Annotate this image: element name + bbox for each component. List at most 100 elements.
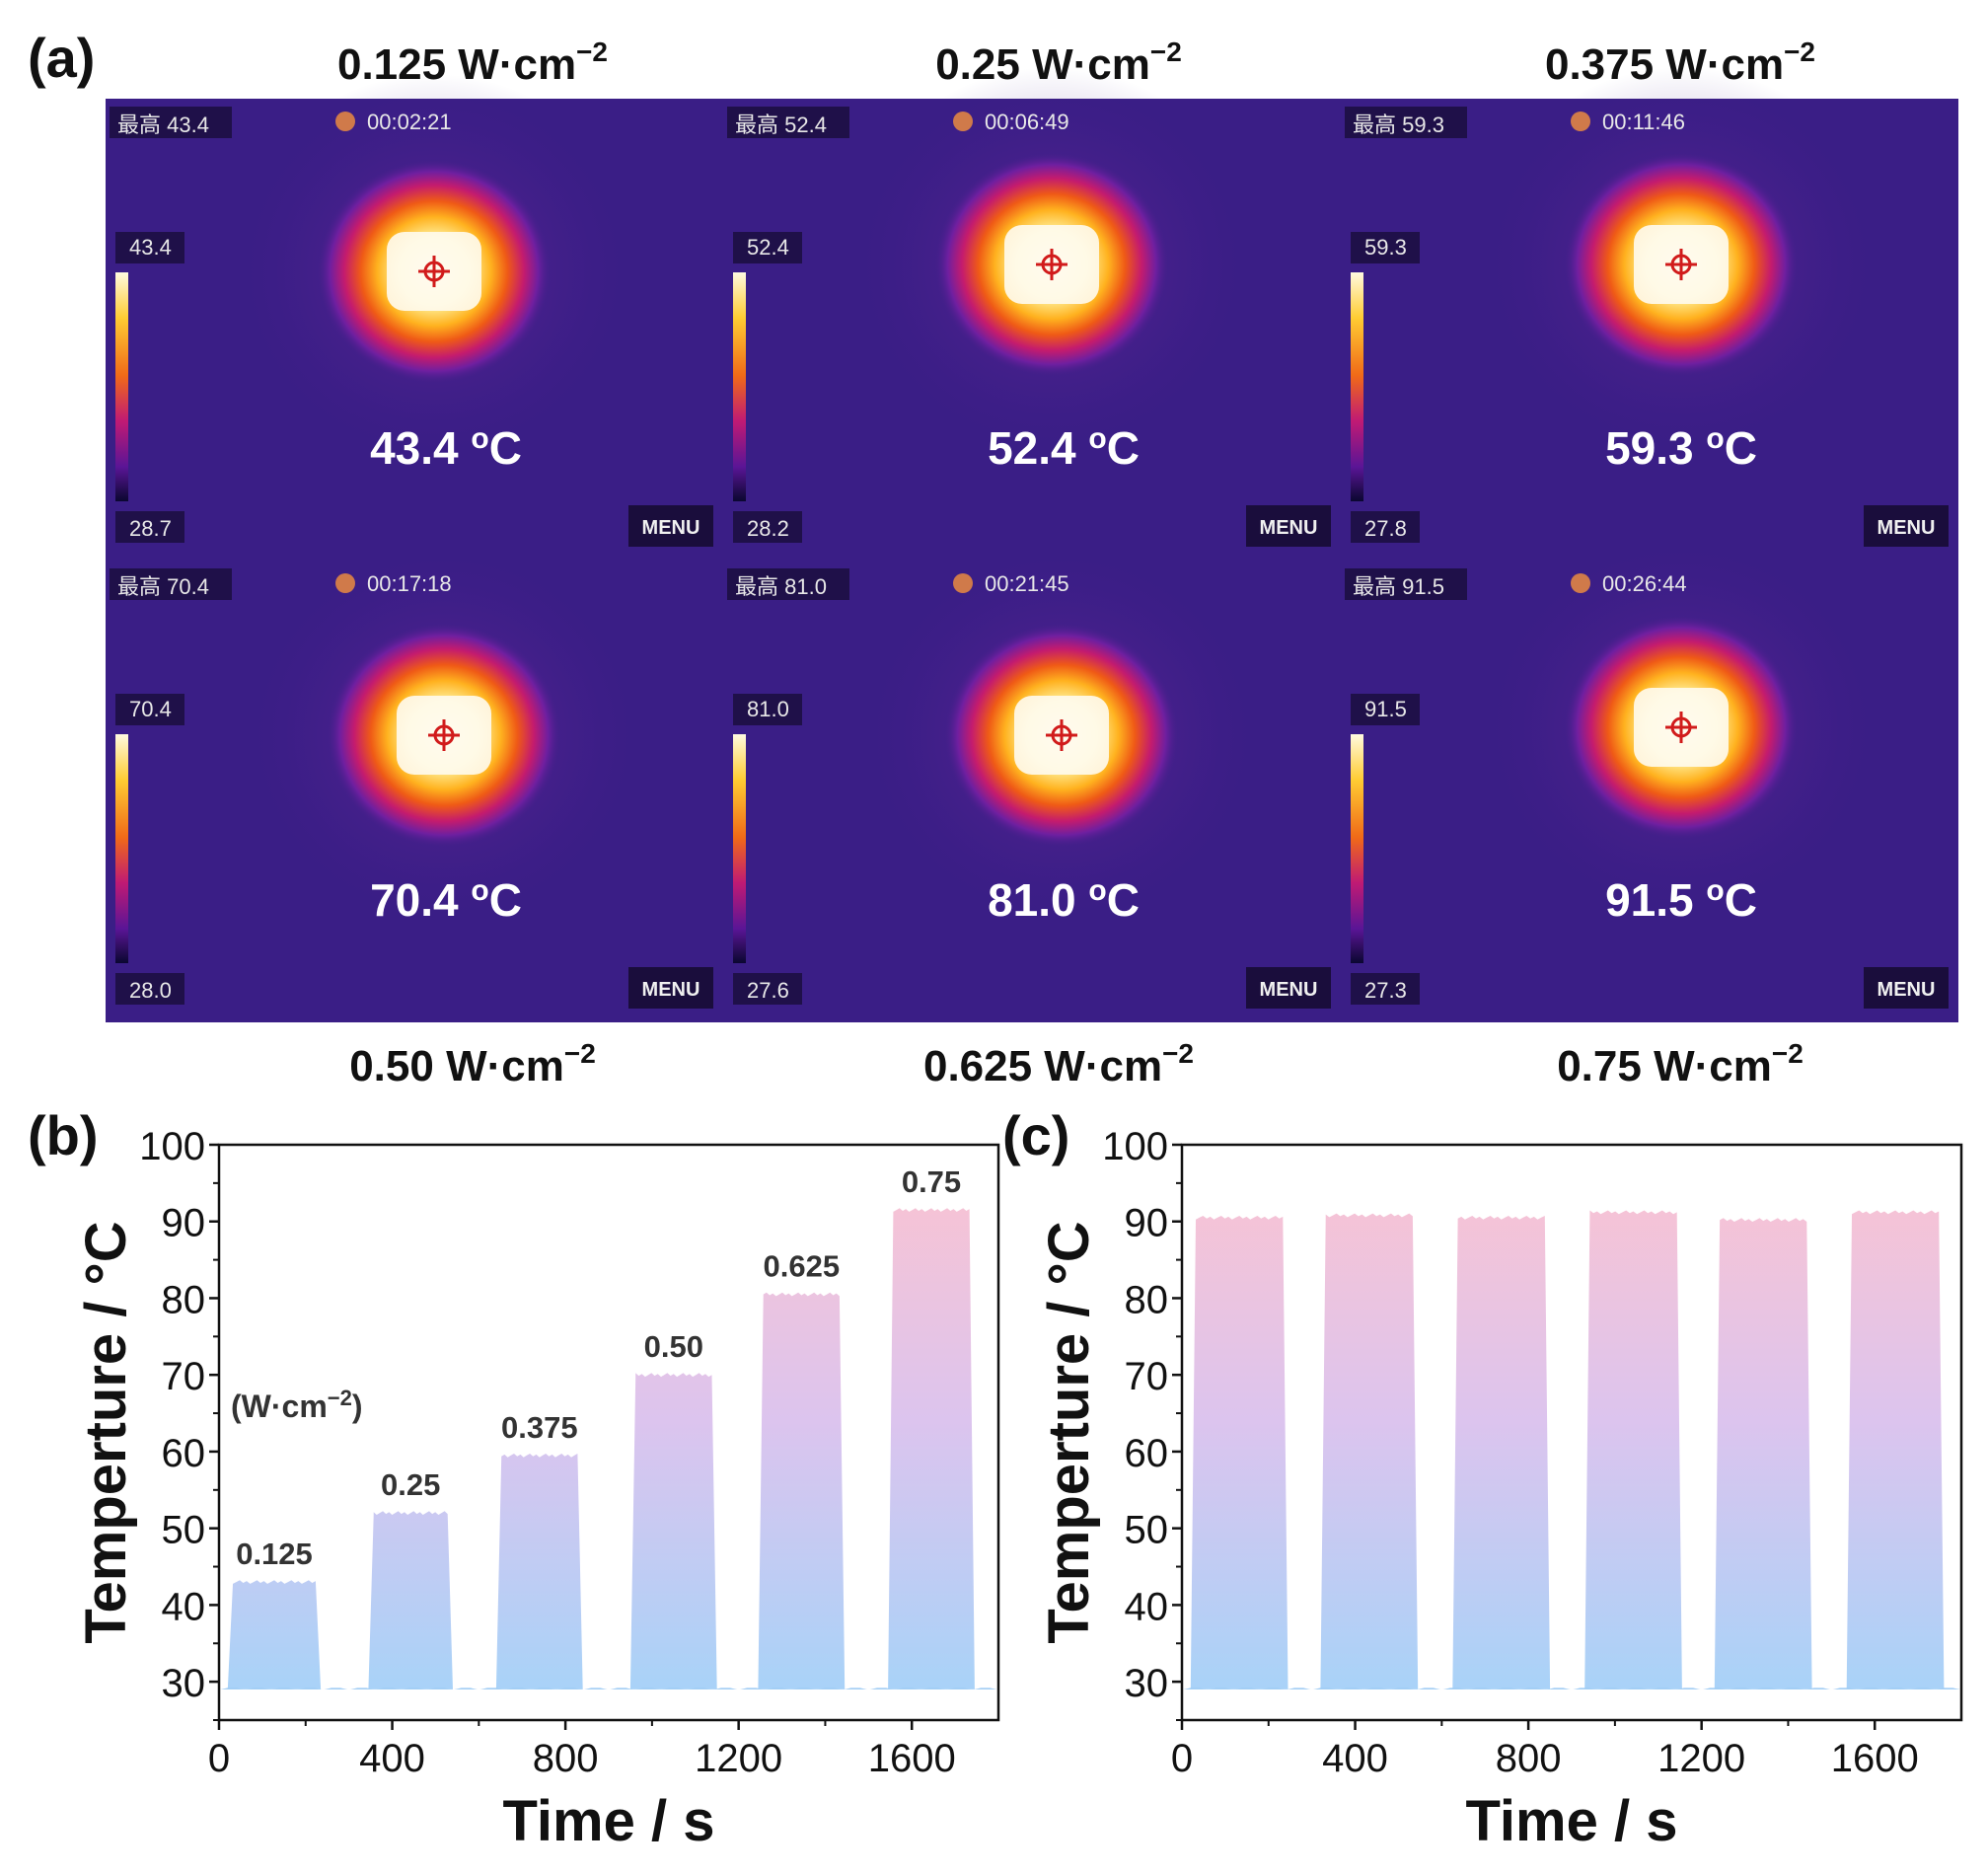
x-axis-label: Time / s (1466, 1789, 1678, 1853)
menu-button-bg (628, 967, 713, 1009)
thermal-panel-5: 最高 81.0 00:21:45 81.0 27.6 MENU 81.0 oC (727, 538, 1331, 1009)
chart-b: 0.125 0.25 0.375 0.50 0.625 0.75 30 40 50 60 70 80 9… (74, 1125, 1000, 1853)
series-area-pulse-3 (495, 1454, 583, 1720)
timer-readout: 00:11:46 (1602, 110, 1685, 134)
timer-readout: 00:02:21 (367, 110, 452, 134)
y-tick-label: 60 (1125, 1432, 1169, 1475)
thermal-panel-4: 最高 70.4 00:17:18 70.4 28.0 MENU 70.4 oC (110, 538, 713, 1009)
menu-button-bg (1246, 505, 1331, 547)
scale-top-value: 70.4 (129, 697, 172, 721)
y-axis-label: Temperture / °C (74, 1221, 138, 1643)
max-readout: 最高 70.4 (117, 574, 209, 599)
scale-bottom-bg (1351, 511, 1420, 543)
series-area-pulse-5 (1714, 1218, 1812, 1720)
max-readout: 最高 43.4 (117, 113, 209, 137)
max-readout-bg (1345, 568, 1467, 600)
scale-bottom-value: 28.2 (747, 516, 789, 541)
series-area-pulse-1 (227, 1580, 322, 1720)
menu-button-bg (1864, 505, 1949, 547)
scale-bottom-value: 28.0 (129, 978, 172, 1003)
record-dot-icon (335, 112, 355, 131)
unit-annotation: (W·cm−2) (231, 1386, 363, 1424)
timer-readout: 00:17:18 (367, 571, 452, 596)
scale-top-value: 91.5 (1364, 697, 1407, 721)
x-axis-label: Time / s (503, 1789, 715, 1853)
y-tick-label: 50 (1125, 1509, 1169, 1552)
y-tick-label: 100 (139, 1125, 205, 1168)
power-density-label-4: 0.50 W·cm−2 (349, 1038, 596, 1090)
series-area-pulse-5 (758, 1292, 846, 1720)
series-area-pulse-1 (1190, 1216, 1289, 1720)
y-tick-label: 90 (1125, 1202, 1169, 1245)
scale-top-value: 81.0 (747, 697, 789, 721)
data-label: 0.125 (236, 1537, 313, 1571)
scale-bottom-bg (115, 973, 184, 1005)
menu-label: MENU (642, 979, 700, 1001)
x-tick-label: 1600 (868, 1737, 956, 1780)
record-dot-icon (953, 112, 973, 131)
menu-label: MENU (642, 517, 700, 539)
max-readout: 最高 52.4 (735, 113, 827, 137)
scale-bottom-value: 28.7 (129, 516, 172, 541)
thermal-panel-2: 最高 52.4 00:06:49 52.4 28.2 MENU 52.4 oC (727, 67, 1331, 547)
color-scale-bar (1351, 734, 1363, 963)
max-readout-bg (110, 568, 232, 600)
thermal-grid: 最高 43.4 00:02:21 43.4 28.7 MENU 43.4 oC 0.125 … (106, 37, 1958, 1090)
scale-top-bg (1351, 694, 1420, 725)
menu-label: MENU (1878, 517, 1936, 539)
scale-top-bg (1351, 232, 1420, 263)
menu-label: MENU (1260, 517, 1318, 539)
menu-button-bg (1246, 967, 1331, 1009)
y-tick-label: 40 (162, 1585, 206, 1628)
scale-top-value: 59.3 (1364, 235, 1407, 260)
timer-readout: 00:06:49 (985, 110, 1069, 134)
x-tick-label: 800 (1496, 1737, 1562, 1780)
scale-bottom-bg (1351, 973, 1420, 1005)
x-tick-label: 400 (1322, 1737, 1388, 1780)
scale-top-value: 43.4 (129, 235, 172, 260)
temperature-readout: 91.5 oC (1605, 874, 1757, 926)
series-area-pulse-4 (629, 1373, 717, 1720)
temperature-readout: 70.4 oC (370, 874, 522, 926)
power-density-label-3: 0.375 W·cm−2 (1545, 37, 1815, 89)
x-tick-label: 0 (208, 1737, 230, 1780)
y-tick-label: 50 (162, 1509, 206, 1552)
temperature-readout: 81.0 oC (988, 874, 1140, 926)
x-tick-label: 1200 (1657, 1737, 1745, 1780)
y-tick-label: 60 (162, 1432, 206, 1475)
series-area-pulse-2 (368, 1511, 453, 1720)
max-readout-bg (1345, 107, 1467, 138)
color-scale-bar (733, 734, 746, 963)
y-tick-label: 30 (162, 1662, 206, 1705)
power-density-label-6: 0.75 W·cm−2 (1557, 1038, 1804, 1090)
menu-button-bg (1864, 967, 1949, 1009)
data-label: 0.50 (644, 1329, 703, 1364)
power-density-label-5: 0.625 W·cm−2 (923, 1038, 1194, 1090)
data-label: 0.625 (764, 1249, 841, 1284)
x-tick-label: 800 (533, 1737, 599, 1780)
menu-button-bg (628, 505, 713, 547)
panel-label-b: (b) (28, 1104, 99, 1166)
y-axis-label: Temperture / °C (1037, 1221, 1101, 1643)
scale-top-bg (733, 232, 802, 263)
y-tick-label: 40 (1125, 1585, 1169, 1628)
record-dot-icon (335, 573, 355, 593)
panel-label-a: (a) (28, 27, 95, 89)
series-area-pulse-2 (1320, 1213, 1419, 1720)
scale-top-bg (115, 232, 184, 263)
y-tick-label: 80 (162, 1278, 206, 1321)
x-tick-label: 400 (359, 1737, 425, 1780)
power-density-label-1: 0.125 W·cm−2 (337, 37, 608, 89)
color-scale-bar (1351, 272, 1363, 501)
power-density-label-2: 0.25 W·cm−2 (935, 37, 1182, 89)
max-readout-bg (110, 107, 232, 138)
max-readout: 最高 59.3 (1353, 113, 1444, 137)
color-scale-bar (115, 272, 128, 501)
thermal-panel-3: 最高 59.3 00:11:46 59.3 27.8 MENU 59.3 oC (1345, 67, 1949, 547)
y-tick-label: 70 (162, 1355, 206, 1398)
series-area-pulse-6 (888, 1208, 975, 1720)
max-readout-bg (727, 568, 849, 600)
menu-label: MENU (1260, 979, 1318, 1001)
x-tick-label: 1600 (1831, 1737, 1919, 1780)
